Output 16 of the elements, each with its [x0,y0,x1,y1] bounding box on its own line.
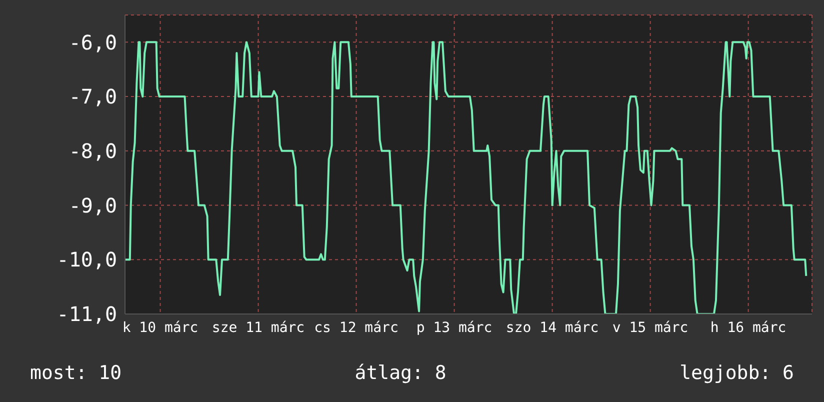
x-tick-label: cs 12 márc [314,320,398,336]
text: legjobb: 6 [680,362,794,384]
x-tick-label: p 13 márc [416,320,492,336]
y-tick-label: -9,0 [68,193,117,218]
x-tick-label: k 10 márc [122,320,198,336]
y-tick-label: -10,0 [56,248,117,272]
text: átlag: 8 [354,362,446,384]
x-tick-label: v 15 márc [612,320,688,336]
y-tick-label: -7,0 [68,84,117,109]
x-tick-label: h 16 márc [710,320,786,336]
x-tick-label: sze 11 márc [212,320,305,336]
x-tick-label: szo 14 márc [506,320,599,336]
y-tick-label: -11,0 [56,302,117,326]
y-tick-label: -8,0 [68,139,117,164]
text: most: 10 [30,362,122,384]
y-tick-label: -6,0 [68,30,117,54]
